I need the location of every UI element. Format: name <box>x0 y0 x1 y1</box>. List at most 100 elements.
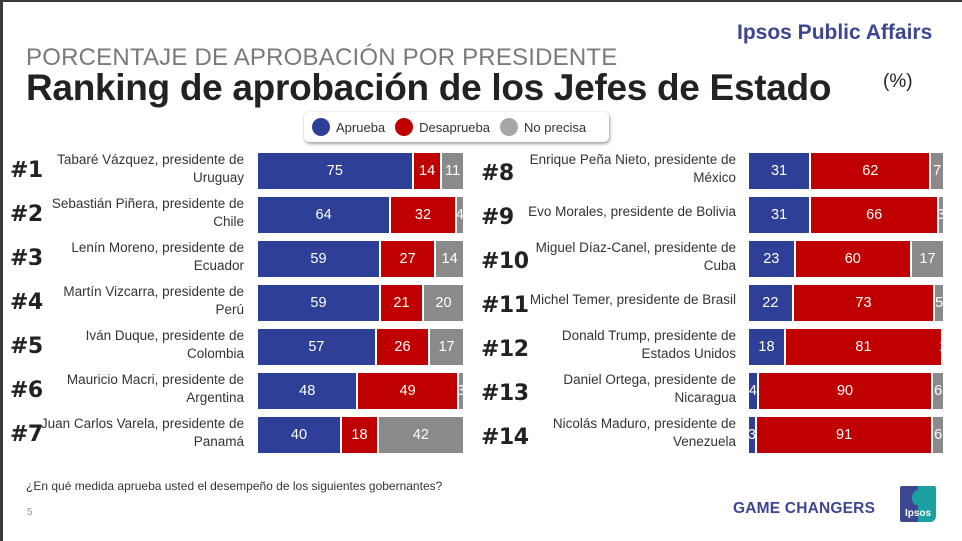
data-label: 81 <box>855 339 872 355</box>
data-label: 14 <box>419 163 436 179</box>
bar-segment-aprueba: 59 <box>258 241 379 277</box>
bar-segment-no-precisa: 20 <box>421 285 463 321</box>
chart-legend: Aprueba Desaprueba No precisa <box>304 112 609 142</box>
bar-segment-no-precisa: 42 <box>376 417 463 453</box>
data-label: 91 <box>836 427 853 443</box>
data-label: 21 <box>393 295 410 311</box>
data-label: 11 <box>445 163 461 179</box>
bar-segment-desaprueba: 32 <box>389 197 455 233</box>
president-label: Juan Carlos Varela, presidente de Panamá <box>40 416 244 449</box>
president-label: Martín Vizcarra, presidente de Perú <box>63 284 244 317</box>
data-label: 6 <box>934 427 943 443</box>
rank-label: #7 <box>10 422 43 447</box>
data-label: 18 <box>758 339 775 355</box>
stacked-bar: 64 32 4 <box>258 197 464 233</box>
stacked-bar: 3 91 6 <box>747 417 943 453</box>
data-label: 3 <box>747 427 756 443</box>
president-label: Michel Temer, presidente de Brasil <box>529 292 736 307</box>
rank-label: #3 <box>10 246 43 271</box>
frame-left-border <box>0 0 3 541</box>
data-label: 4 <box>455 207 464 223</box>
bar-segment-desaprueba: 21 <box>378 285 422 321</box>
rank-label: #4 <box>10 290 43 315</box>
rank-label: #14 <box>481 425 529 450</box>
bar-segment-desaprueba: 27 <box>378 241 435 277</box>
legend-swatch-desaprueba <box>395 118 414 136</box>
data-label: 23 <box>763 251 780 267</box>
legend-item-aprueba: Aprueba <box>312 118 385 136</box>
president-label: Nicolás Maduro, presidente de Venezuela <box>552 416 736 449</box>
data-label: 73 <box>855 295 872 311</box>
bar-segment-no-precisa: 11 <box>440 153 463 189</box>
bar-segment-aprueba: 64 <box>258 197 390 233</box>
president-label: Evo Morales, presidente de Bolivia <box>528 204 736 219</box>
data-label: 57 <box>308 339 325 355</box>
bar-segment-no-precisa: 17 <box>428 329 463 365</box>
stacked-bar: 59 21 20 <box>258 285 463 321</box>
brand-name: Ipsos Public Affairs <box>737 21 933 44</box>
bar-segment-desaprueba: 62 <box>809 153 930 189</box>
bar-segment-aprueba: 59 <box>258 285 379 321</box>
bar-segment-desaprueba: 66 <box>809 197 938 233</box>
legend-item-no-precisa: No precisa <box>499 118 587 136</box>
rank-label: #8 <box>481 161 514 186</box>
data-label: 5 <box>935 295 944 311</box>
data-label: 4 <box>748 383 757 399</box>
rank-label: #9 <box>481 205 514 230</box>
bar-segment-aprueba: 40 <box>258 417 340 453</box>
stacked-bar: 22 73 5 <box>749 285 943 321</box>
rank-label: #1 <box>10 158 43 183</box>
chart-subtitle: PORCENTAJE DE APROBACIÓN POR PRESIDENTE <box>26 44 618 71</box>
bar-segment-no-precisa: 1 <box>939 329 947 365</box>
bar-segment-desaprueba: 60 <box>793 241 910 277</box>
page-number: 5 <box>27 507 33 518</box>
data-label: 20 <box>435 295 452 311</box>
rank-label: #11 <box>481 293 529 318</box>
rank-label: #10 <box>481 249 529 274</box>
rank-label: #13 <box>481 381 529 406</box>
stacked-bar: 4 90 6 <box>749 373 943 409</box>
logo-head-icon <box>912 490 924 505</box>
data-label: 14 <box>441 251 458 267</box>
data-label: 40 <box>290 427 308 443</box>
chart-title: Ranking de aprobación de los Jefes de Es… <box>26 67 832 108</box>
data-label: 59 <box>310 251 327 267</box>
legend-swatch-no-precisa <box>499 118 518 136</box>
data-label: 59 <box>310 295 327 311</box>
data-label: 3 <box>456 383 465 399</box>
bar-segment-no-precisa: 6 <box>931 373 943 409</box>
data-label: 22 <box>762 295 779 311</box>
president-label: Lenín Moreno, presidente de Ecuador <box>71 240 244 273</box>
data-label: 27 <box>399 251 416 267</box>
bar-segment-aprueba: 75 <box>258 153 412 189</box>
data-label: 32 <box>414 207 432 223</box>
president-label: Mauricio Macri, presidente de Argentina <box>66 372 244 405</box>
data-label: 3 <box>937 207 946 223</box>
president-label: Enrique Peña Nieto, presidente de México <box>529 152 736 185</box>
legend-item-desaprueba: Desaprueba <box>395 118 490 136</box>
legend-label-no-precisa: No precisa <box>523 119 587 135</box>
bar-segment-no-precisa: 7 <box>929 153 943 189</box>
data-label: 31 <box>770 207 788 223</box>
rank-label: #2 <box>10 202 43 227</box>
bar-segment-desaprueba: 49 <box>356 373 457 409</box>
stacked-bar: 59 27 14 <box>258 241 463 277</box>
president-label: Daniel Ortega, presidente de Nicaragua <box>563 372 736 405</box>
data-label: 64 <box>315 207 332 223</box>
bar-segment-aprueba: 22 <box>749 285 792 321</box>
president-label: Miguel Díaz-Canel, presidente de Cuba <box>535 240 736 273</box>
stacked-bar: 18 81 1 <box>749 329 947 365</box>
data-label: 49 <box>399 383 416 399</box>
data-label: 17 <box>438 339 455 355</box>
bar-segment-no-precisa: 5 <box>933 285 943 321</box>
bar-segment-aprueba: 18 <box>749 329 784 365</box>
bar-segment-aprueba: 4 <box>749 373 757 409</box>
bar-segment-no-precisa: 6 <box>931 417 943 453</box>
data-label: 6 <box>934 383 943 399</box>
rank-label: #12 <box>481 337 529 362</box>
president-label: Iván Duque, presidente de Colombia <box>85 328 244 361</box>
data-label: 31 <box>770 163 788 179</box>
bar-segment-desaprueba: 26 <box>374 329 429 365</box>
frame-top-border <box>0 0 962 2</box>
unit-label: (%) <box>883 71 913 92</box>
